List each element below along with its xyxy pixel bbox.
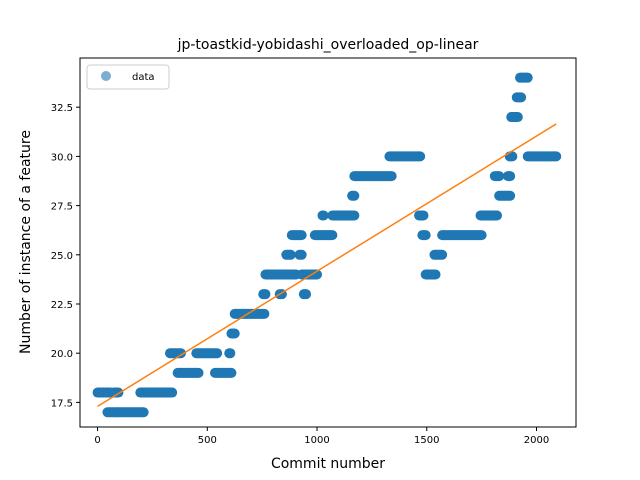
y-tick-label: 17.5 <box>51 398 73 409</box>
legend-label: data <box>132 72 155 83</box>
chart-title: jp-toastkid-yobidashi_overloaded_op-line… <box>177 37 479 53</box>
data-points <box>92 72 562 418</box>
y-tick-label: 20.0 <box>51 349 73 360</box>
y-axis-title: Number of instance of a feature <box>18 130 34 354</box>
y-axis-ticks: 17.5 20.0 22.5 25.0 27.5 30.0 32.5 <box>51 103 80 409</box>
fit-line-group <box>97 123 557 407</box>
x-tick-label: 500 <box>198 435 217 446</box>
fit-line <box>97 123 557 407</box>
x-axis-title: Commit number <box>271 456 385 472</box>
y-tick-label: 22.5 <box>51 300 73 311</box>
legend-marker <box>101 71 111 81</box>
x-tick-label: 1500 <box>414 435 439 446</box>
y-tick-label: 30.0 <box>51 152 73 163</box>
legend: data <box>86 64 170 90</box>
plot-frame <box>79 57 577 428</box>
y-tick-label: 27.5 <box>51 202 73 213</box>
x-tick-label: 2000 <box>524 435 549 446</box>
x-tick-label: 0 <box>94 435 100 446</box>
y-tick-label: 32.5 <box>51 103 73 114</box>
x-tick-label: 1000 <box>304 435 329 446</box>
legend-box <box>86 64 170 90</box>
x-axis-ticks: 0 500 1000 1500 2000 <box>94 427 549 446</box>
y-tick-label: 25.0 <box>51 251 73 262</box>
